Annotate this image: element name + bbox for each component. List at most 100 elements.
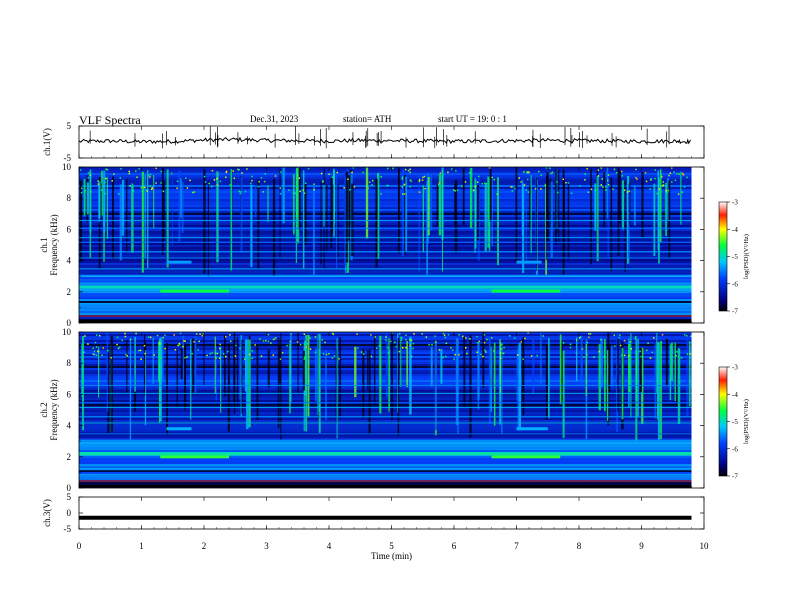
sferic-streak (549, 178, 552, 230)
noise-speck (401, 176, 404, 178)
noise-speck (320, 172, 323, 175)
noise-speck (527, 171, 529, 173)
colorbar-tick-label: -7 (732, 308, 738, 316)
noise-speck (274, 175, 277, 177)
noise-speck (656, 192, 658, 195)
noise-speck (208, 182, 210, 185)
spectrogram-row (79, 233, 692, 235)
sferic-streak (161, 340, 164, 382)
sferic-streak (365, 167, 369, 239)
noise-speck (299, 190, 301, 193)
sferic-streak (686, 336, 689, 417)
noise-speck (526, 178, 529, 181)
noise-speck (162, 190, 165, 193)
noise-speck (239, 347, 241, 350)
noise-speck (102, 347, 104, 349)
sferic-streak (336, 173, 338, 269)
sferic-streak (314, 347, 317, 402)
noise-speck (296, 341, 299, 343)
sferic-streak (161, 167, 164, 255)
noise-speck (607, 174, 610, 176)
sferic-streak (515, 167, 518, 263)
low-frequency-band (79, 319, 692, 323)
spectrogram-row (79, 231, 692, 233)
noise-speck (352, 167, 355, 169)
noise-speck (639, 350, 641, 353)
noise-speck (149, 176, 151, 178)
sferic-streak (184, 344, 187, 408)
noise-speck (589, 333, 592, 335)
sferic-streak (119, 184, 122, 261)
noise-speck (562, 178, 565, 181)
spectrogram-row (79, 474, 692, 476)
noise-speck (431, 344, 433, 346)
noise-speck (534, 188, 537, 190)
sferic-streak (630, 333, 632, 418)
noise-speck (176, 187, 178, 189)
spectral-line (79, 473, 692, 475)
sferic-streak (134, 337, 137, 392)
ch1-waveform-line (78, 136, 691, 145)
noise-speck (362, 353, 365, 355)
spectrogram-row (79, 243, 692, 245)
noise-speck (630, 347, 633, 350)
noise-speck (128, 172, 131, 175)
noise-speck (517, 354, 519, 356)
noise-speck (590, 188, 593, 191)
spectrogram-row (79, 171, 692, 173)
spectrogram-row (79, 342, 692, 344)
noise-speck (95, 334, 98, 336)
colorbar-tick-label: -4 (732, 226, 738, 234)
noise-speck (174, 348, 177, 351)
noise-speck (348, 189, 351, 191)
noise-speck (587, 191, 590, 194)
noise-speck (184, 340, 186, 342)
noise-speck (376, 347, 378, 349)
noise-speck (520, 181, 522, 183)
sferic-streak (497, 177, 499, 266)
sferic-streak (610, 177, 613, 271)
spectrogram-row (79, 203, 692, 205)
x-tick-label: 2 (202, 541, 207, 551)
noise-speck (351, 171, 353, 174)
spectrogram-row (79, 189, 692, 191)
sferic-streak (532, 338, 535, 394)
sferic-streak (272, 178, 276, 276)
noise-speck (681, 191, 684, 193)
sferic-streak (668, 180, 671, 259)
sferic-streak (257, 179, 260, 270)
noise-speck (578, 337, 581, 339)
sferic-streak (617, 167, 620, 257)
noise-speck (660, 175, 662, 177)
noise-speck (550, 172, 552, 175)
sferic-streak (194, 336, 197, 393)
sferic-streak (688, 341, 691, 407)
noise-speck (260, 176, 263, 179)
sferic-streak (635, 350, 638, 441)
sferic-streak (333, 168, 335, 237)
noise-speck (403, 184, 405, 186)
noise-speck (258, 180, 260, 183)
sferic-streak (240, 335, 242, 417)
sferic-streak (545, 344, 549, 420)
noise-speck (262, 340, 265, 342)
spectrogram-row (79, 384, 692, 386)
noise-speck (658, 188, 661, 190)
noise-speck (445, 342, 448, 345)
sferic-streak (618, 171, 621, 224)
noise-speck (370, 334, 372, 336)
panel-ylabel: ch.1(V) (42, 128, 52, 156)
spectral-band (166, 260, 192, 264)
noise-speck (160, 182, 162, 184)
sferic-streak (181, 181, 184, 234)
noise-speck (95, 354, 98, 356)
noise-speck (476, 351, 479, 354)
colorbar-tick-label: -6 (732, 280, 738, 288)
sferic-streak (89, 170, 92, 259)
noise-speck (434, 335, 436, 337)
y-tick-label: 10 (62, 327, 72, 337)
noise-speck (370, 355, 373, 358)
noise-speck (650, 179, 652, 181)
noise-speck (645, 180, 648, 183)
noise-speck (129, 185, 131, 187)
